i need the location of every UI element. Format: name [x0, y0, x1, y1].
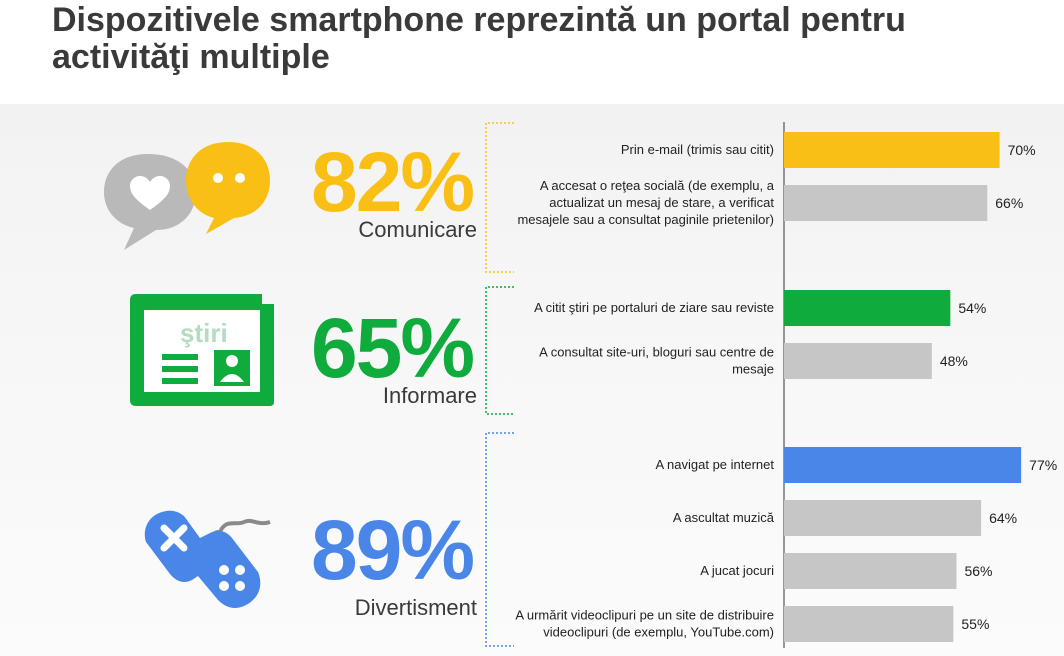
- bar-category-line: A urmărit videoclipuri pe un site de dis…: [515, 608, 774, 623]
- bar-category-line: A ascultat muzică: [673, 510, 775, 525]
- chat-bubbles-icon: [100, 140, 275, 255]
- bar-category-label: A consultat site-uri, bloguri sau centre…: [539, 345, 774, 377]
- bar-category-line: mesajele sau a consultat paginile priete…: [517, 212, 774, 227]
- bar-category-line: videoclipuri (de exemplu, YouTube.com): [543, 625, 774, 640]
- bar-category-label: A navigat pe internet: [655, 457, 774, 472]
- bar: [784, 343, 932, 379]
- bracket-comunicare: [485, 122, 514, 273]
- bar-category-label: A citit ştiri pe portaluri de ziare sau …: [534, 300, 774, 315]
- bar-value-label: 54%: [958, 300, 986, 316]
- news-icon-text: ştiri: [180, 318, 228, 348]
- bracket-informare: [485, 286, 514, 415]
- bar: [784, 447, 1022, 483]
- bar: [784, 500, 982, 536]
- bar-value-label: 64%: [989, 510, 1017, 526]
- bar: [784, 185, 988, 221]
- bar-category-label: A ascultat muzică: [673, 510, 775, 525]
- bar-value-label: 77%: [1029, 457, 1057, 473]
- bar-value-label: 48%: [940, 353, 968, 369]
- bar: [784, 290, 951, 326]
- bar-category-line: Prin e-mail (trimis sau citit): [621, 142, 774, 157]
- group-label-divertisment: Divertisment: [354, 595, 477, 620]
- bar: [784, 553, 957, 589]
- bar-category-line: A navigat pe internet: [655, 457, 774, 472]
- bar: [784, 132, 1000, 168]
- bar-category-line: A accesat o reţea socială (de exemplu, a: [540, 178, 775, 193]
- group-label-informare: Informare: [382, 383, 477, 408]
- page-title: Dispozitivele smartphone reprezintă un p…: [52, 1, 906, 76]
- group-percent-comunicare: 82%: [310, 135, 475, 229]
- bar-category-line: A consultat site-uri, bloguri sau centre…: [539, 345, 774, 360]
- bar-category-label: A jucat jocuri: [700, 563, 774, 578]
- bar-category-line: actualizat un mesaj de stare, a verifica…: [549, 195, 774, 210]
- bar-category-line: mesaje: [732, 362, 774, 377]
- gamepad-icon: [140, 504, 280, 614]
- group-percent-divertisment: 89%: [310, 503, 475, 597]
- bar-category-label: A accesat o reţea socială (de exemplu, a…: [517, 178, 774, 227]
- bar-category-line: A citit ştiri pe portaluri de ziare sau …: [534, 300, 774, 315]
- bar: [784, 606, 954, 642]
- bar-category-label: A urmărit videoclipuri pe un site de dis…: [515, 608, 774, 640]
- bar-category-label: Prin e-mail (trimis sau citit): [621, 142, 774, 157]
- bar-category-line: A jucat jocuri: [700, 563, 774, 578]
- group-percent-informare: 65%: [310, 301, 475, 395]
- news-icon: ştiri: [128, 292, 278, 407]
- bracket-divertisment: [485, 432, 514, 647]
- bar-value-label: 66%: [995, 195, 1023, 211]
- bar-value-label: 56%: [964, 563, 992, 579]
- bar-value-label: 55%: [961, 616, 989, 632]
- group-label-comunicare: Comunicare: [358, 217, 477, 242]
- bar-value-label: 70%: [1008, 142, 1036, 158]
